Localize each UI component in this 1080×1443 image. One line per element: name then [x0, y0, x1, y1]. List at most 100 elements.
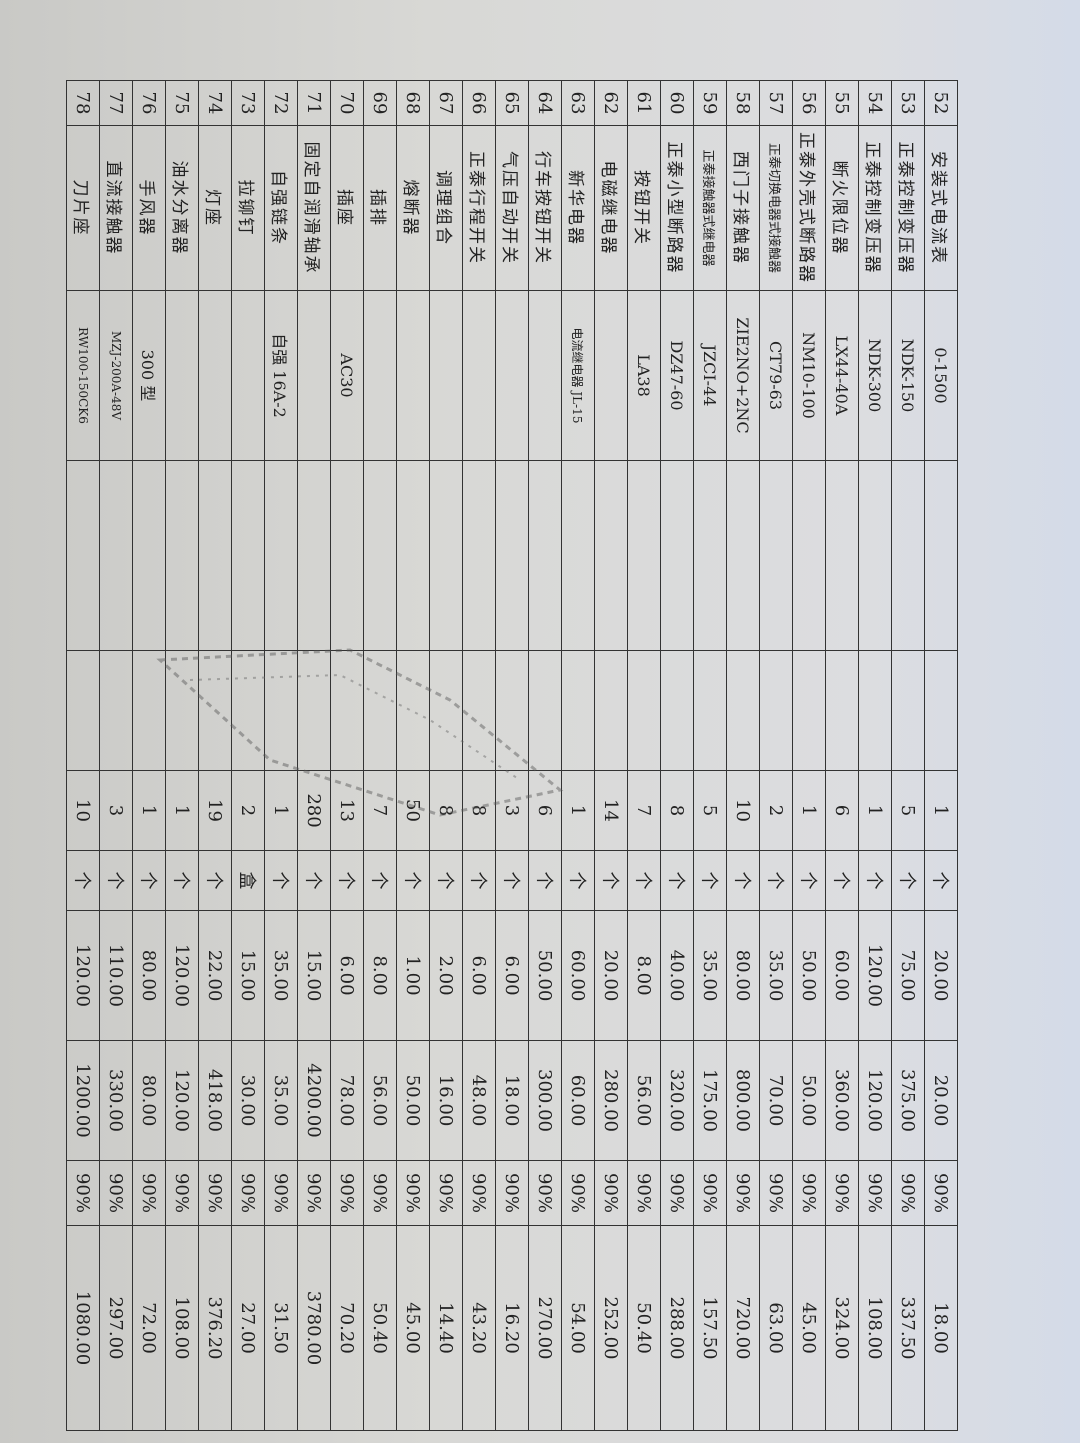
- item-model: ZIE2NO+2NC: [726, 290, 760, 461]
- discount-rate: 90%: [132, 1160, 166, 1226]
- discount-rate: 90%: [363, 1160, 397, 1226]
- unit-price: 110.00: [99, 910, 133, 1041]
- item-name: 正泰小型断路器: [660, 125, 694, 291]
- table-row: 52 安装式电流表 0-1500 1 个 20.00 20.00 90% 18.00: [924, 80, 958, 1431]
- row-number: 57: [759, 80, 793, 126]
- blank-cell: [231, 650, 265, 771]
- blank-cell: [858, 650, 892, 771]
- unit-price: 80.00: [132, 910, 166, 1041]
- item-model: NDK-150: [891, 290, 925, 461]
- unit-price: 120.00: [858, 910, 892, 1041]
- item-model: [594, 290, 628, 461]
- total-amount: 280.00: [594, 1040, 628, 1161]
- unit-price: 120.00: [66, 910, 100, 1041]
- table-row: 78 刀片座 RW100-150CK6 10 个 120.00 1200.00 90% 1080…: [66, 80, 100, 1431]
- unit: 个: [495, 850, 529, 911]
- quantity: 3: [99, 770, 133, 851]
- item-name: 熔断器: [396, 125, 430, 291]
- item-name: 调理组合: [429, 125, 463, 291]
- unit: 个: [759, 850, 793, 911]
- item-name: 插座: [330, 125, 364, 291]
- item-model: [462, 290, 496, 461]
- table-row: 73 拉铆钉 2 盒 15.00 30.00 90% 27.00: [231, 80, 265, 1431]
- inventory-table: 52 安装式电流表 0-1500 1 个 20.00 20.00 90% 18.00 53 正泰控制…: [66, 80, 958, 1431]
- blank-cell: [462, 460, 496, 651]
- table-row: 56 正泰外壳式断路器 NM10-100 1 个 50.00 50.00 90% 45.00: [792, 80, 826, 1431]
- quantity: 14: [594, 770, 628, 851]
- quantity: 1: [561, 770, 595, 851]
- discount-rate: 90%: [231, 1160, 265, 1226]
- unit-price: 50.00: [528, 910, 562, 1041]
- unit: 个: [693, 850, 727, 911]
- item-model: [297, 290, 331, 461]
- total-amount: 800.00: [726, 1040, 760, 1161]
- final-amount: 3780.00: [297, 1225, 331, 1431]
- item-name: 气压自动开关: [495, 125, 529, 291]
- unit-price: 20.00: [594, 910, 628, 1041]
- total-amount: 70.00: [759, 1040, 793, 1161]
- quantity: 6: [825, 770, 859, 851]
- unit: 个: [363, 850, 397, 911]
- unit: 个: [561, 850, 595, 911]
- blank-cell: [891, 650, 925, 771]
- unit-price: 8.00: [363, 910, 397, 1041]
- row-number: 76: [132, 80, 166, 126]
- row-number: 72: [264, 80, 298, 126]
- quantity: 1: [924, 770, 958, 851]
- discount-rate: 90%: [825, 1160, 859, 1226]
- discount-rate: 90%: [858, 1160, 892, 1226]
- discount-rate: 90%: [792, 1160, 826, 1226]
- blank-cell: [627, 650, 661, 771]
- unit: 个: [660, 850, 694, 911]
- blank-cell: [132, 650, 166, 771]
- item-name: 直流接触器: [99, 125, 133, 291]
- item-model: [231, 290, 265, 461]
- table-row: 70 插座 AC30 13 个 6.00 78.00 90% 70.20: [330, 80, 364, 1431]
- blank-cell: [363, 460, 397, 651]
- discount-rate: 90%: [594, 1160, 628, 1226]
- item-model: 自强 16A-2: [264, 290, 298, 461]
- row-number: 68: [396, 80, 430, 126]
- quantity: 2: [759, 770, 793, 851]
- blank-cell: [561, 460, 595, 651]
- final-amount: 157.50: [693, 1225, 727, 1431]
- item-model: AC30: [330, 290, 364, 461]
- final-amount: 50.40: [363, 1225, 397, 1431]
- item-name: 正泰行程开关: [462, 125, 496, 291]
- item-model: [429, 290, 463, 461]
- blank-cell: [363, 650, 397, 771]
- item-model: 0-1500: [924, 290, 958, 461]
- blank-cell: [495, 460, 529, 651]
- unit-price: 80.00: [726, 910, 760, 1041]
- table-row: 55 断火限位器 LX44-40A 6 个 60.00 360.00 90% 324.00: [825, 80, 859, 1431]
- quantity: 5: [693, 770, 727, 851]
- quantity: 1: [792, 770, 826, 851]
- row-number: 53: [891, 80, 925, 126]
- quantity: 5: [891, 770, 925, 851]
- item-name: 安装式电流表: [924, 125, 958, 291]
- item-name: 行车按钮开关: [528, 125, 562, 291]
- total-amount: 360.00: [825, 1040, 859, 1161]
- item-name: 自强链条: [264, 125, 298, 291]
- table-row: 62 电磁继电器 14 个 20.00 280.00 90% 252.00: [594, 80, 628, 1431]
- blank-cell: [891, 460, 925, 651]
- total-amount: 60.00: [561, 1040, 595, 1161]
- quantity: 7: [627, 770, 661, 851]
- unit: 个: [528, 850, 562, 911]
- blank-cell: [462, 650, 496, 771]
- table-row: 61 按钮开关 LA38 7 个 8.00 56.00 90% 50.40: [627, 80, 661, 1431]
- blank-cell: [594, 650, 628, 771]
- table-row: 71 固定自润滑轴承 280 个 15.00 4200.00 90% 3780.00: [297, 80, 331, 1431]
- table-row: 65 气压自动开关 3 个 6.00 18.00 90% 16.20: [495, 80, 529, 1431]
- discount-rate: 90%: [330, 1160, 364, 1226]
- row-number: 69: [363, 80, 397, 126]
- final-amount: 376.20: [198, 1225, 232, 1431]
- blank-cell: [330, 460, 364, 651]
- final-amount: 43.20: [462, 1225, 496, 1431]
- quantity: 6: [528, 770, 562, 851]
- unit: 个: [297, 850, 331, 911]
- blank-cell: [429, 460, 463, 651]
- item-name: 正泰控制变压器: [891, 125, 925, 291]
- item-name: 正泰控制变压器: [858, 125, 892, 291]
- blank-cell: [396, 460, 430, 651]
